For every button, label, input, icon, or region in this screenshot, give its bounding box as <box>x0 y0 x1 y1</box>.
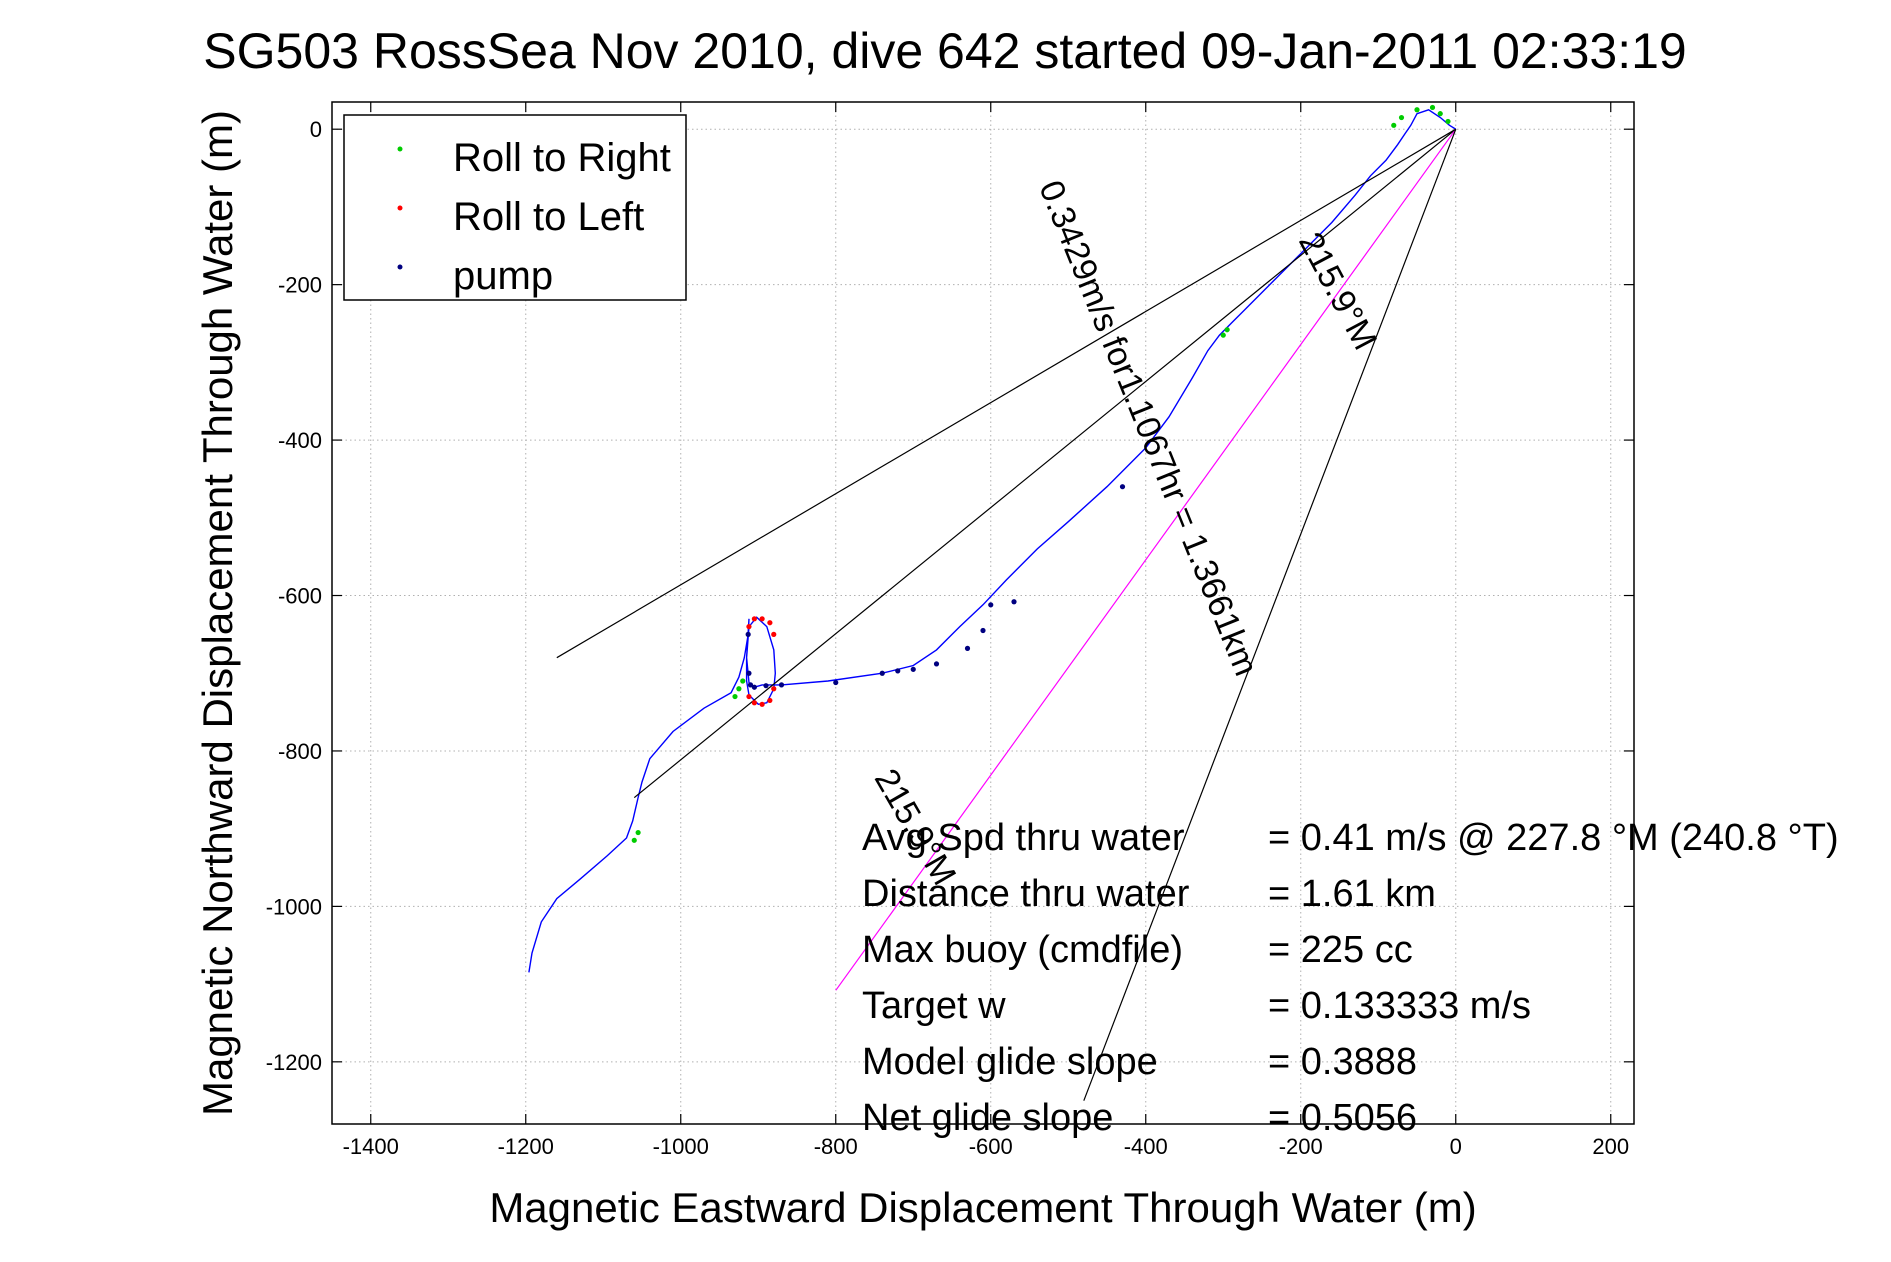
marker-roll-to-right <box>1437 111 1443 117</box>
y-tick-label: -200 <box>278 273 322 298</box>
y-tick-label: 0 <box>310 117 322 142</box>
marker-roll-to-right <box>1445 118 1451 125</box>
y-tick-label: -600 <box>278 584 322 609</box>
series-line-average <box>633 128 1457 799</box>
stat-label: Model glide slope <box>862 1041 1158 1083</box>
series-line-heading-215.9 <box>835 128 1457 991</box>
marker-pump <box>751 684 757 690</box>
stat-label: Target w <box>862 985 1006 1027</box>
marker-roll-to-left <box>751 616 757 622</box>
marker-pump <box>895 668 901 674</box>
plot-area <box>331 101 1635 1125</box>
series-line-lower-bound <box>1083 128 1457 1101</box>
stat-value: = 225 cc <box>1268 929 1413 971</box>
stat-label: Distance thru water <box>862 873 1190 915</box>
x-tick-label: -1000 <box>653 1134 709 1159</box>
stat-value: = 0.5056 <box>1268 1097 1417 1139</box>
stat-value: = 0.3888 <box>1268 1041 1417 1083</box>
plot-series <box>528 109 1457 1101</box>
marker-roll-to-left <box>767 697 773 704</box>
marker-roll-to-left <box>767 620 773 626</box>
legend-label-roll-left: Roll to Left <box>453 195 644 239</box>
marker-roll-to-right <box>1429 104 1436 111</box>
stat-value: = 1.61 km <box>1268 873 1436 915</box>
legend-label-pump: pump <box>453 254 553 298</box>
y-tick-label: -400 <box>278 428 322 453</box>
stat-value: = 0.133333 m/s <box>1268 985 1531 1027</box>
marker-pump <box>763 683 769 689</box>
stat-label: Avg Spd thru water <box>862 817 1185 859</box>
y-tick-label: -1200 <box>266 1050 322 1075</box>
marker-roll-to-left <box>751 700 757 706</box>
marker-roll-to-right <box>1224 327 1230 333</box>
series-line-upper-bound <box>556 128 1457 659</box>
legend-marker-pump <box>397 264 403 270</box>
x-tick-label: -400 <box>1124 1134 1168 1159</box>
stat-label: Net glide slope <box>862 1097 1113 1139</box>
x-axis-label: Magnetic Eastward Displacement Through W… <box>489 1184 1476 1231</box>
marker-pump <box>1011 599 1017 605</box>
marker-pump <box>778 682 785 688</box>
marker-roll-to-right <box>740 678 746 684</box>
marker-roll-to-right <box>635 829 641 836</box>
x-tick-label: -200 <box>1279 1134 1323 1159</box>
legend-marker-roll-left <box>397 205 403 211</box>
legend-label-roll-right: Roll to Right <box>453 136 671 180</box>
x-tick-label: -800 <box>814 1134 858 1159</box>
marker-roll-to-left <box>759 616 765 622</box>
marker-roll-to-right <box>1414 107 1420 113</box>
x-tick-label: 200 <box>1592 1134 1629 1159</box>
marker-pump <box>747 682 754 688</box>
plot-markers <box>631 104 1451 843</box>
marker-pump <box>910 666 916 672</box>
marker-pump <box>1119 484 1126 490</box>
axis-ticks: -1400 -1200 -1000 -800 -600 -400 -200 0 200 0 -200… <box>266 102 1634 1159</box>
stat-label: Max buoy (cmdfile) <box>862 929 1183 971</box>
legend: Roll to Right Roll to Left pump <box>343 114 687 301</box>
marker-roll-to-left <box>746 693 752 700</box>
marker-roll-to-right <box>1391 122 1397 128</box>
series-line-track <box>528 109 1457 973</box>
marker-roll-to-left <box>771 686 777 692</box>
x-tick-label: -600 <box>969 1134 1013 1159</box>
marker-roll-to-right <box>1220 332 1226 338</box>
marker-roll-to-right <box>1398 114 1405 121</box>
stats-annotations: Avg Spd thru water = 0.41 m/s @ 227.8 °M … <box>862 817 1839 1139</box>
y-axis-label: Magnetic Northward Displacement Through … <box>194 110 241 1116</box>
marker-roll-to-left <box>746 624 752 630</box>
marker-pump <box>745 631 751 637</box>
legend-marker-roll-right <box>397 146 403 152</box>
marker-pump <box>980 627 986 634</box>
marker-roll-to-left <box>771 631 777 637</box>
marker-pump <box>964 645 971 651</box>
marker-pump <box>833 679 839 686</box>
y-tick-label: -1000 <box>266 894 322 919</box>
x-tick-label: 0 <box>1450 1134 1462 1159</box>
chart-title: SG503 RossSea Nov 2010, dive 642 started… <box>203 23 1686 79</box>
marker-roll-to-left <box>759 701 765 707</box>
marker-roll-to-right <box>631 837 637 843</box>
marker-pump <box>988 602 994 608</box>
marker-roll-to-right <box>732 693 738 700</box>
marker-pump <box>879 670 885 676</box>
marker-pump <box>746 670 752 676</box>
stat-value: = 0.41 m/s @ 227.8 °M (240.8 °T) <box>1268 817 1839 859</box>
marker-pump <box>933 661 940 667</box>
x-tick-label: -1200 <box>498 1134 554 1159</box>
y-tick-label: -800 <box>278 739 322 764</box>
x-tick-label: -1400 <box>343 1134 399 1159</box>
marker-roll-to-right <box>736 686 742 692</box>
